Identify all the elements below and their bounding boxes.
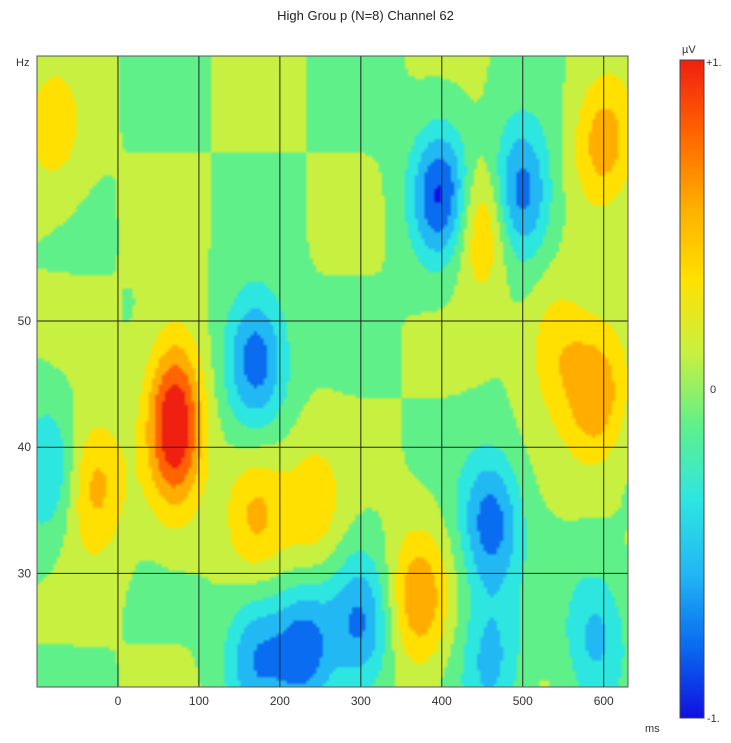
x-tick-label: 500 (513, 694, 533, 708)
x-tick-label: 600 (594, 694, 614, 708)
x-axis: 0 100 200 300 400 500 600 (115, 694, 614, 708)
grid-lines (37, 56, 628, 687)
x-tick-label: 100 (189, 694, 209, 708)
x-tick-label: 400 (432, 694, 452, 708)
y-axis: 30 40 50 (18, 314, 32, 580)
x-tick-label: 300 (351, 694, 371, 708)
colorbar-mid-label: 0 (710, 384, 716, 396)
y-tick-label: 30 (18, 566, 32, 580)
chart-title: High Grou p (N=8) Channel 62 (277, 8, 454, 23)
plot-area (37, 56, 628, 687)
x-tick-label: 0 (115, 694, 122, 708)
y-tick-label: 40 (18, 440, 32, 454)
colorbar-max-label: +1. (706, 57, 722, 69)
heatmap-image (37, 56, 628, 687)
plot-frame (36, 55, 629, 688)
y-axis-unit: Hz (16, 57, 29, 69)
colorbar-min-label: -1. (707, 713, 720, 725)
colorbar-unit: µV (682, 44, 696, 56)
x-tick-label: 200 (270, 694, 290, 708)
colorbar: µV +1. 0 -1. (679, 44, 722, 725)
colorbar-gradient (679, 59, 705, 719)
y-tick-label: 50 (18, 314, 32, 328)
x-axis-unit: ms (645, 723, 660, 735)
